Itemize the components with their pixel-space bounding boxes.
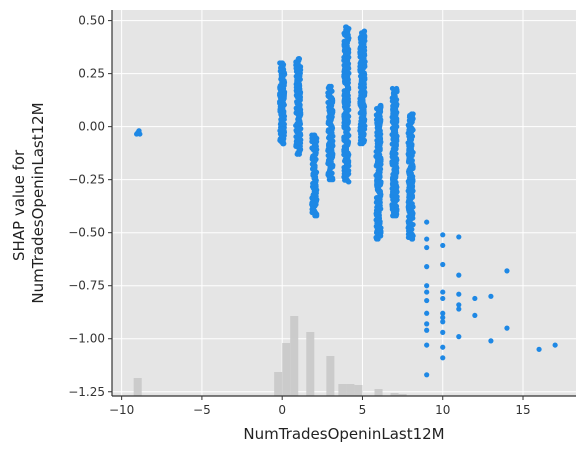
data-point <box>440 319 446 325</box>
tick-labels: −10 −5 0 5 10 15 0.50 0.25 0.00 −0.25 −0.50 −0.75 −1… <box>68 14 530 417</box>
data-point <box>424 289 430 295</box>
data-point <box>504 268 510 274</box>
x-axis-title: NumTradesOpeninLast12M <box>243 425 444 443</box>
histogram-bar <box>346 384 355 396</box>
data-point <box>409 111 415 117</box>
data-point <box>361 28 368 34</box>
data-point <box>536 346 542 352</box>
data-point <box>424 236 430 242</box>
x-tick-label: −5 <box>193 403 211 417</box>
histogram-bar <box>326 356 335 396</box>
y-tick-label: −0.25 <box>68 173 105 187</box>
data-point <box>440 310 446 316</box>
data-point <box>440 289 446 295</box>
y-tick-label: −0.50 <box>68 226 105 240</box>
histogram-bar <box>338 384 347 396</box>
data-point <box>389 85 396 92</box>
histogram-bar <box>398 394 407 396</box>
data-point <box>488 338 494 344</box>
x-tick-label: 10 <box>435 403 450 417</box>
data-point <box>504 325 510 331</box>
x-tick-label: −10 <box>109 403 134 417</box>
data-point <box>328 83 334 89</box>
histogram-bar <box>133 378 142 396</box>
data-point <box>279 60 286 66</box>
data-points <box>134 24 558 378</box>
histogram-bar <box>374 389 383 396</box>
data-point <box>136 128 142 134</box>
data-point <box>440 232 446 238</box>
data-point <box>424 283 430 289</box>
data-point <box>488 293 494 299</box>
data-point <box>296 56 302 62</box>
y-tick-label: −0.75 <box>68 279 105 293</box>
data-point <box>456 334 462 340</box>
data-point <box>440 314 446 321</box>
data-point <box>393 85 400 92</box>
data-point <box>456 234 462 240</box>
data-point <box>440 295 446 302</box>
histogram-bar <box>282 343 291 396</box>
data-point <box>424 327 430 333</box>
histogram-bar <box>290 316 299 396</box>
data-point <box>424 264 430 270</box>
histogram-bar <box>274 372 283 396</box>
data-point <box>424 244 430 251</box>
y-axis-title-line-1: SHAP value for <box>10 149 28 261</box>
data-point <box>424 321 430 327</box>
histogram-bar <box>390 393 399 396</box>
data-point <box>440 344 446 350</box>
data-point <box>440 329 446 335</box>
data-point <box>424 372 430 378</box>
data-point <box>424 219 430 225</box>
data-point <box>456 306 462 312</box>
histogram-bar <box>306 332 315 396</box>
x-tick-label: 0 <box>278 403 286 417</box>
y-tick-label: 0.50 <box>78 14 105 28</box>
data-point <box>456 291 462 297</box>
data-point <box>472 295 478 302</box>
data-point <box>440 261 446 268</box>
data-point <box>440 355 446 361</box>
data-point <box>456 302 462 308</box>
data-point <box>377 102 384 109</box>
x-tick-label: 5 <box>359 403 367 417</box>
y-tick-label: −1.00 <box>68 332 105 346</box>
histogram-bar <box>354 385 363 396</box>
data-point <box>472 312 478 319</box>
histogram <box>133 316 407 396</box>
y-tick-label: 0.00 <box>78 120 105 134</box>
y-axis-title: SHAP value for NumTradesOpeninLast12M <box>10 102 47 303</box>
y-tick-label: −1.25 <box>68 385 105 399</box>
data-point <box>424 297 430 304</box>
x-tick-label: 15 <box>515 403 530 417</box>
data-point <box>552 342 558 348</box>
data-point <box>440 242 446 249</box>
data-point <box>424 310 430 316</box>
data-point <box>343 24 349 30</box>
axes <box>111 10 576 397</box>
y-tick-label: 0.25 <box>78 67 105 81</box>
data-point <box>309 132 315 138</box>
data-point <box>424 342 430 348</box>
y-axis-title-line-2: NumTradesOpeninLast12M <box>29 102 47 303</box>
data-point <box>456 272 462 278</box>
